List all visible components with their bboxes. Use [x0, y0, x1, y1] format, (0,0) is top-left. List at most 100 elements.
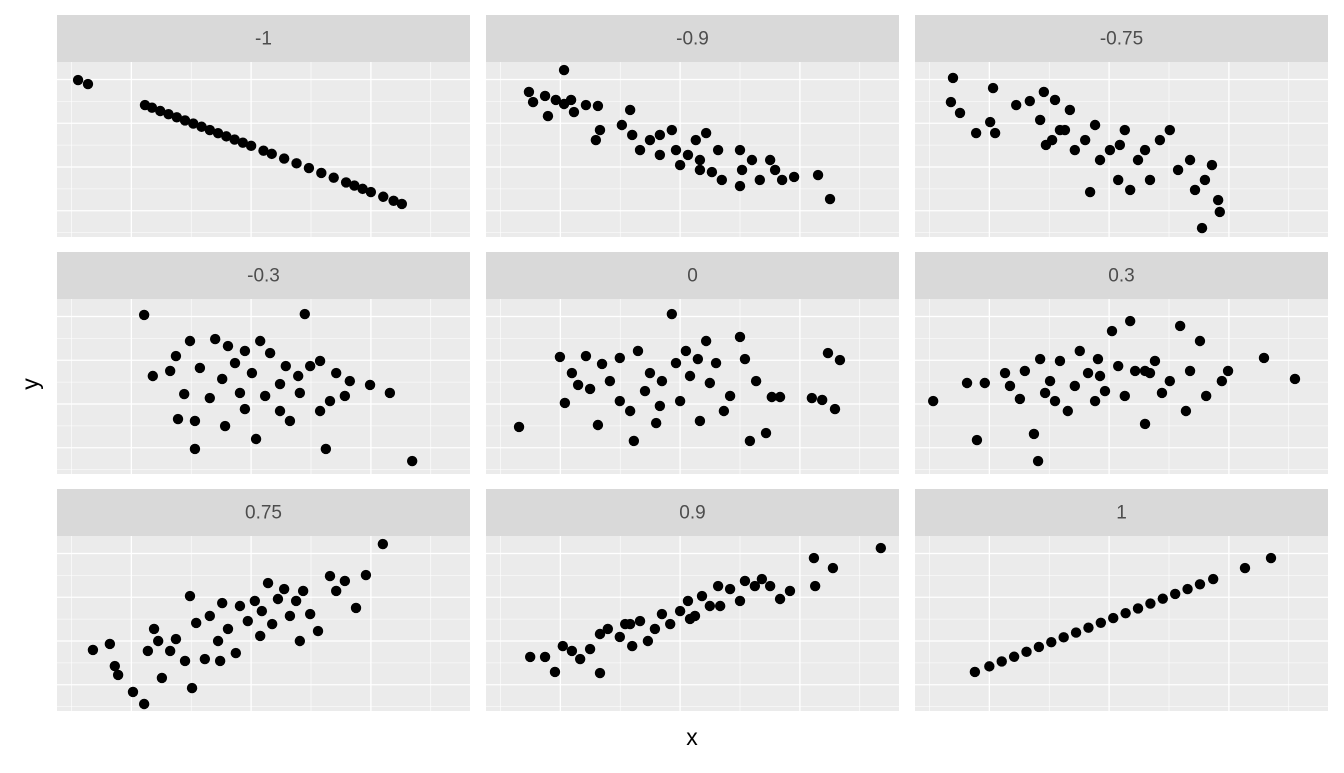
point	[209, 333, 221, 345]
point	[1058, 632, 1069, 643]
point	[1139, 418, 1151, 430]
point	[189, 443, 201, 455]
strip	[57, 489, 470, 536]
point	[769, 164, 781, 176]
point	[1200, 390, 1212, 402]
panel	[915, 299, 1328, 474]
panel-background	[915, 536, 1328, 711]
strip-label: -0.75	[1100, 29, 1143, 50]
strip-label: -1	[255, 29, 272, 50]
point	[250, 433, 262, 445]
point	[566, 645, 578, 657]
point	[152, 635, 164, 647]
point	[566, 367, 578, 379]
point	[776, 174, 788, 186]
point	[388, 195, 399, 206]
point	[734, 331, 746, 343]
point	[557, 640, 569, 652]
point	[969, 666, 981, 678]
point	[278, 153, 290, 164]
point	[834, 354, 846, 366]
point	[112, 669, 124, 681]
point	[194, 362, 206, 374]
point	[559, 397, 571, 409]
point	[384, 387, 396, 399]
point	[602, 623, 614, 635]
point	[1064, 104, 1076, 116]
point	[614, 395, 626, 407]
point	[1019, 365, 1031, 377]
point	[1139, 144, 1151, 156]
point	[199, 653, 211, 665]
point	[212, 128, 224, 139]
point	[234, 387, 246, 399]
point	[299, 308, 310, 320]
point	[266, 148, 277, 160]
point	[284, 610, 296, 622]
point	[222, 340, 234, 352]
point	[694, 154, 706, 166]
point	[654, 400, 666, 412]
point	[550, 94, 561, 106]
point	[970, 127, 982, 139]
point	[513, 421, 525, 433]
point	[736, 164, 748, 176]
strip-label: 0.3	[1108, 266, 1134, 287]
strip	[57, 15, 470, 62]
point	[1157, 593, 1169, 604]
point	[1082, 367, 1094, 379]
point	[971, 434, 983, 446]
panel-background	[486, 62, 899, 237]
strip-label: 0.75	[245, 503, 282, 524]
point	[1119, 390, 1131, 402]
point	[829, 403, 841, 415]
point	[1144, 174, 1156, 186]
point	[1132, 154, 1144, 166]
point	[674, 605, 686, 617]
point	[189, 415, 201, 427]
point	[328, 172, 339, 183]
point	[682, 149, 694, 161]
point	[184, 335, 196, 347]
point	[1059, 124, 1071, 136]
point	[527, 96, 539, 108]
point	[816, 394, 828, 406]
point	[1032, 455, 1044, 467]
point	[584, 383, 596, 395]
point	[1184, 365, 1196, 377]
panel	[57, 299, 470, 474]
panel-background	[57, 536, 470, 711]
point	[875, 542, 887, 554]
point	[212, 635, 224, 647]
point	[339, 390, 351, 402]
point	[365, 186, 377, 198]
point	[682, 595, 694, 607]
point	[196, 121, 207, 132]
strip	[486, 489, 899, 536]
point	[262, 577, 274, 589]
point	[656, 608, 668, 620]
point	[138, 698, 150, 710]
strip-label: 0	[687, 266, 698, 287]
point	[1139, 365, 1151, 377]
point	[694, 164, 706, 176]
point	[760, 427, 772, 439]
point	[278, 583, 290, 595]
point	[1172, 164, 1184, 176]
point	[670, 357, 682, 369]
point	[378, 191, 389, 202]
point	[754, 174, 766, 186]
point	[590, 134, 602, 146]
point	[234, 600, 246, 612]
point	[822, 347, 834, 359]
point	[979, 377, 990, 389]
point	[554, 351, 566, 363]
point	[594, 124, 606, 136]
y-axis-title: y	[17, 378, 43, 390]
point	[624, 618, 636, 630]
strip	[915, 252, 1328, 299]
point	[184, 590, 196, 602]
point	[1014, 393, 1026, 405]
point	[650, 417, 662, 429]
point	[624, 104, 636, 116]
